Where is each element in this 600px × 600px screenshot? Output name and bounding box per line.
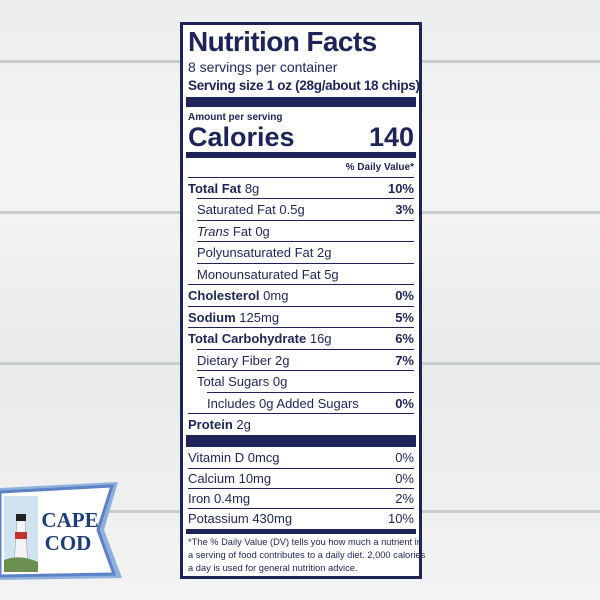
vitamin-row: Potassium 430mg 10% xyxy=(188,508,414,528)
nutrient-row: Monounsaturated Fat 5g xyxy=(197,262,414,285)
vitamin-row: Calcium 10mg 0% xyxy=(188,468,414,488)
nutrient-name: Saturated Fat xyxy=(197,202,276,217)
lighthouse-lamp xyxy=(16,514,26,521)
nutrient-name: Cholesterol xyxy=(188,288,260,303)
thick-rule xyxy=(186,435,416,447)
calories-value: 140 xyxy=(368,122,414,152)
nutrient-dv: 10% xyxy=(387,180,414,196)
thick-rule xyxy=(186,152,416,158)
brand-logo: CAPE COD xyxy=(0,482,122,580)
servings: 8 servings per container xyxy=(188,59,338,75)
nutrient-amount: 0mg xyxy=(263,288,289,303)
nutrient-name: Total Fat xyxy=(188,180,242,196)
vitamin-amount: 0.4mg xyxy=(214,491,251,506)
nutrient-name: Protein xyxy=(188,417,233,432)
nutrient-dv: 6% xyxy=(395,331,414,346)
nutrient-row: Total Fat 8g 10% xyxy=(188,176,414,199)
nutrient-amount: 8g xyxy=(244,180,260,196)
vitamin-name: Vitamin D xyxy=(188,450,245,465)
nutrient-name: Includes xyxy=(207,395,256,411)
vitamin-dv: 2% xyxy=(395,491,414,506)
nutrient-amount: 2g xyxy=(316,245,332,260)
nutrient-row: Includes 0g Added Sugars 0% xyxy=(207,391,414,414)
nutrient-amount: 5g xyxy=(324,266,339,282)
nutrient-name: Dietary Fiber xyxy=(197,352,272,368)
nutrient-row: Trans Fat 0g xyxy=(197,219,414,242)
nutrient-row: Total Sugars 0g xyxy=(197,370,414,392)
vitamin-dv: 10% xyxy=(387,511,414,526)
nutrient-name: Monounsaturated Fat xyxy=(197,266,321,282)
dv-header: % Daily Value* xyxy=(345,162,414,173)
footnote-line: *The % Daily Value (DV) tells you how mu… xyxy=(188,537,422,547)
nutrient-dv: 5% xyxy=(395,309,414,325)
nutrient-amount: 0g xyxy=(255,223,270,239)
footnote-line: a serving of food contributes to a daily… xyxy=(188,550,426,560)
nutrient-amount: 0.5g xyxy=(279,202,305,217)
vitamin-name: Potassium xyxy=(188,511,249,526)
nutrient-name: Polyunsaturated Fat xyxy=(197,245,314,260)
nutrient-name-italic: Trans xyxy=(197,223,230,239)
nutrient-amount: 0g Added Sugars xyxy=(259,395,359,411)
thick-rule xyxy=(186,529,416,534)
nutrient-amount: 2g xyxy=(236,417,251,432)
title: Nutrition Facts xyxy=(188,26,377,57)
vitamin-row: Iron 0.4mg 2% xyxy=(188,488,414,508)
nutrition-label: Nutrition Facts 8 servings per container… xyxy=(180,22,426,579)
nutrient-row: Dietary Fiber 2g 7% xyxy=(197,348,414,371)
calories: Calories 140 xyxy=(188,122,414,152)
nutrient-row: Total Carbohydrate 16g 6% xyxy=(188,327,414,349)
nutrient-amount: 0g xyxy=(272,374,288,389)
thick-rule xyxy=(186,97,416,107)
nutrient-amount: 125mg xyxy=(239,309,280,325)
brand-line: COD xyxy=(45,531,92,555)
vitamin-amount: 430mg xyxy=(252,511,293,526)
logo-grass xyxy=(4,557,38,572)
lighthouse-band xyxy=(15,532,27,539)
nutrient-row: Sodium 125mg 5% xyxy=(188,305,414,328)
nutrient-name: Fat xyxy=(232,223,252,239)
nutrient-row: Polyunsaturated Fat 2g xyxy=(197,241,414,263)
nutrient-row: Cholesterol 0mg 0% xyxy=(188,284,414,306)
vitamin-amount: 0mcg xyxy=(247,450,280,465)
nutrient-dv: 7% xyxy=(395,352,414,368)
nutrient-dv: 3% xyxy=(395,202,414,217)
nutrient-row: Protein 2g xyxy=(188,413,414,435)
nutrient-amount: 2g xyxy=(275,352,290,368)
vitamin-dv: 0% xyxy=(395,450,414,465)
nutrient-amount: 16g xyxy=(309,331,332,346)
serving-size: Serving size 1 oz (28g/about 18 chips) xyxy=(188,78,420,93)
nutrient-name: Total Carbohydrate xyxy=(188,331,307,346)
vitamin-name: Calcium xyxy=(188,471,235,486)
nutrient-dv: 0% xyxy=(395,288,414,303)
vitamin-name: Iron xyxy=(188,491,211,506)
footnote-line: a day is used for general nutrition advi… xyxy=(188,563,358,573)
nutrient-row: Saturated Fat 0.5g 3% xyxy=(197,198,414,220)
vitamin-row: Vitamin D 0mcg 0% xyxy=(188,448,414,468)
calories-label: Calories xyxy=(188,122,295,152)
vitamin-dv: 0% xyxy=(395,471,414,486)
nutrient-dv: 0% xyxy=(395,395,414,411)
nutrient-name: Sodium xyxy=(188,309,236,325)
nutrient-name: Total Sugars xyxy=(197,374,270,389)
brand-line: CAPE xyxy=(41,508,98,532)
amount-per-serving: Amount per serving xyxy=(188,112,283,123)
vitamin-amount: 10mg xyxy=(238,471,272,486)
